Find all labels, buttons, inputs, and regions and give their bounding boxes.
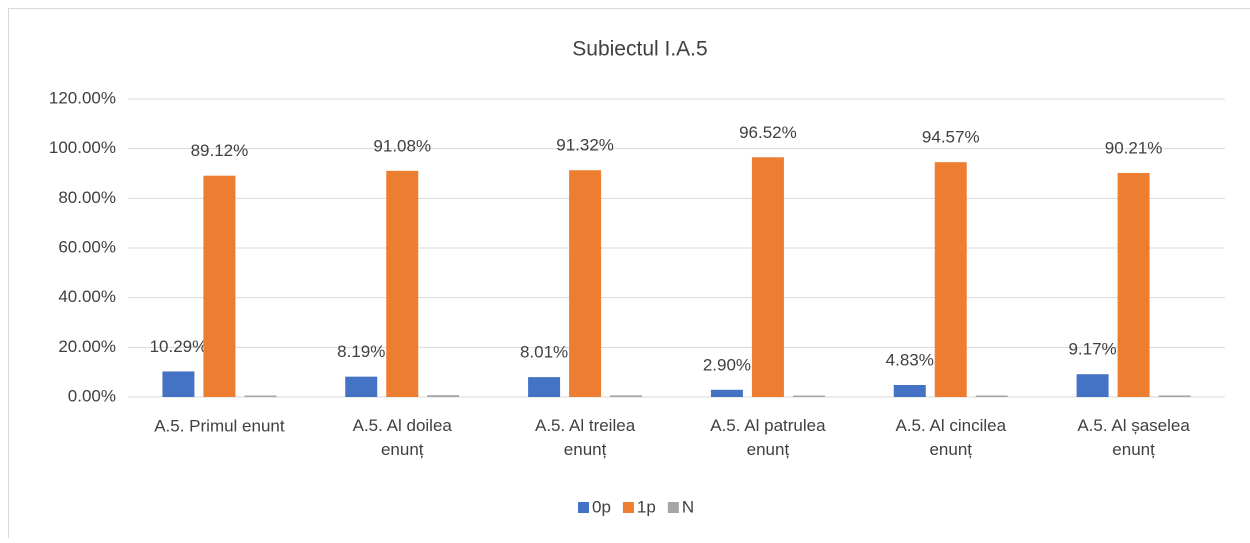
- y-tick-label: 120.00%: [49, 88, 116, 107]
- data-label: 9.17%: [1068, 340, 1116, 359]
- bar: [427, 395, 459, 397]
- bar: [1077, 374, 1109, 397]
- bar: [752, 157, 784, 397]
- bar: [894, 385, 926, 397]
- bar: [203, 176, 235, 397]
- bar: [711, 390, 743, 397]
- y-tick-label: 60.00%: [58, 237, 116, 256]
- bar: [976, 396, 1008, 397]
- data-label: 2.90%: [703, 355, 751, 374]
- data-label: 8.01%: [520, 343, 568, 362]
- y-tick-label: 20.00%: [58, 337, 116, 356]
- x-tick-label: A.5. Primul enunt: [154, 416, 285, 435]
- chart-title: Subiectul I.A.5: [572, 38, 707, 61]
- bar: [1159, 395, 1191, 397]
- legend-swatch: [578, 502, 589, 513]
- bar: [162, 371, 194, 397]
- data-label: 94.57%: [922, 128, 980, 147]
- bar: [935, 162, 967, 397]
- bar: [386, 171, 418, 397]
- bar: [793, 396, 825, 397]
- legend-swatch: [668, 502, 679, 513]
- data-label: 91.32%: [556, 136, 614, 155]
- bar: [1118, 173, 1150, 397]
- data-label: 96.52%: [739, 123, 797, 142]
- data-label: 4.83%: [886, 350, 934, 369]
- legend-label: 1p: [637, 497, 656, 516]
- y-tick-label: 80.00%: [58, 188, 116, 207]
- bar: [528, 377, 560, 397]
- data-label: 10.29%: [150, 337, 208, 356]
- y-tick-label: 40.00%: [58, 287, 116, 306]
- legend-swatch: [623, 502, 634, 513]
- legend-label: 0p: [592, 497, 611, 516]
- bar: [244, 396, 276, 397]
- data-label: 90.21%: [1105, 138, 1163, 157]
- data-label: 91.08%: [373, 136, 431, 155]
- y-tick-label: 100.00%: [49, 138, 116, 157]
- legend-label: N: [682, 497, 694, 516]
- bar: [345, 377, 377, 397]
- bar: [610, 395, 642, 397]
- chart-border: [9, 9, 1250, 539]
- y-tick-label: 0.00%: [68, 386, 116, 405]
- data-label: 89.12%: [191, 141, 249, 160]
- data-label: 8.19%: [337, 342, 385, 361]
- bar: [569, 170, 601, 397]
